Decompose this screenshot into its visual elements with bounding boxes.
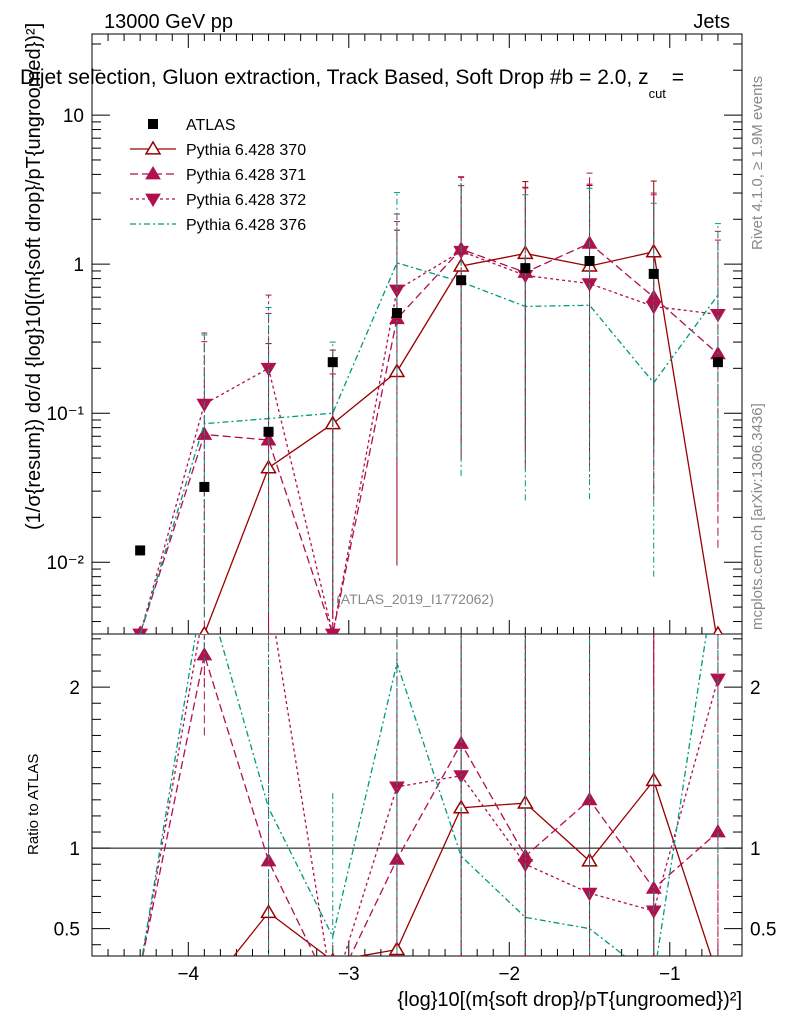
rivet-label: Rivet 4.1.0, ≥ 1.9M events	[749, 76, 766, 250]
legend-marker-0	[144, 140, 162, 155]
series-point-2	[132, 628, 149, 634]
series-line-0	[203, 251, 717, 634]
y-tick-label-ratio: 0.5	[54, 920, 80, 941]
x-tick-label: −2	[498, 964, 520, 985]
ratio-point-2	[133, 964, 147, 976]
y-tick-label-main: 10	[63, 106, 84, 127]
series-line-2	[139, 250, 719, 634]
x-tick-label: −1	[659, 964, 681, 985]
legend-label-1: Pythia 6.428 371	[186, 167, 306, 184]
atlas-data-point	[263, 426, 274, 437]
atlas-data-point	[584, 255, 595, 266]
atlas-data-point	[135, 545, 146, 556]
category-label: Jets	[693, 11, 730, 33]
atlas-data-point	[199, 481, 210, 492]
analysis-id: (ATLAS_2019_I1772062)	[336, 591, 494, 607]
x-axis-label: {log}10[(m{soft drop}/pT{ungroomed})²]	[397, 989, 742, 1011]
selection-title-end: =	[666, 66, 684, 89]
main-plot-area	[132, 172, 726, 634]
ratio-ylabel: Ratio to ATLAS	[25, 754, 42, 855]
y-tick-label-ratio: 1	[69, 839, 80, 860]
series-point-0	[199, 625, 210, 634]
selection-title: Dijet selection, Gluon extraction, Track…	[20, 66, 684, 101]
atlas-data-point	[712, 357, 723, 368]
ratio-point-0	[133, 996, 147, 1008]
selection-title-sub: cut	[649, 86, 667, 101]
atlas-data-point	[648, 268, 659, 279]
legend-marker-atlas	[148, 119, 158, 129]
legend-marker-1	[145, 166, 161, 180]
selection-title-main: Dijet selection, Gluon extraction, Track…	[20, 66, 649, 89]
ratio-point-0	[197, 986, 211, 998]
ratio-line-3	[141, 634, 708, 956]
y-tick-label-main: 10⁻²	[47, 553, 85, 574]
x-tick-label: −3	[338, 964, 360, 985]
ratio-point-0	[711, 970, 725, 982]
series-point-2	[324, 628, 341, 634]
main-ylabel-text: (1/σ{resum}) dσ/d {log}10[(m{soft drop}/…	[23, 23, 45, 530]
energy-label: 13000 GeV pp	[104, 11, 233, 33]
ratio-line-0	[233, 779, 712, 956]
legend-label-2: Pythia 6.428 372	[186, 192, 306, 209]
ratio-line-1	[142, 654, 719, 956]
y-tick-label-main: 1	[73, 255, 84, 276]
x-ticks: −4 −3 −2 −1	[107, 34, 719, 985]
legend-label-3: Pythia 6.428 376	[186, 217, 306, 234]
y-tick-label-ratio-right: 2	[750, 678, 761, 699]
atlas-data-point	[391, 308, 402, 319]
y-tick-label-ratio: 2	[69, 678, 80, 699]
ratio-panel-frame	[91, 633, 743, 957]
series-point-0	[712, 625, 723, 634]
main-ylabel: (1/σ{resum}) dσ/d {log}10[(m{soft drop}/…	[23, 23, 45, 530]
ratio-line-2	[141, 634, 719, 956]
atlas-data-point	[327, 357, 338, 368]
ratio-ticks: 2 2 1 1 0.5 0.5	[54, 638, 776, 946]
mcplots-label: mcplots.cern.ch [arXiv:1306.3436]	[749, 403, 766, 630]
legend: ATLAS Pythia 6.428 370 Pythia 6.428 371 Pyt…	[130, 117, 306, 234]
legend-label-0: Pythia 6.428 370	[186, 142, 306, 159]
main-ticks: 10 1 10⁻¹ 10⁻²	[47, 43, 742, 623]
legend-label-atlas: ATLAS	[186, 117, 236, 134]
ratio-point-1	[326, 986, 340, 998]
ratio-point-1	[133, 962, 147, 974]
atlas-data-point	[456, 275, 467, 286]
legend-marker-2	[145, 193, 161, 207]
atlas-data-point	[520, 263, 531, 274]
x-tick-label: −4	[177, 964, 199, 985]
series-line-3	[139, 262, 719, 634]
y-tick-label-ratio-right: 1	[750, 839, 761, 860]
y-tick-label-main: 10⁻¹	[47, 404, 85, 425]
y-tick-label-ratio-right: 0.5	[750, 920, 776, 941]
ratio-point-2	[326, 988, 340, 1000]
ratio-plot-area	[133, 634, 726, 1008]
series-line-1	[139, 242, 719, 634]
ratio-point-0	[330, 952, 335, 956]
